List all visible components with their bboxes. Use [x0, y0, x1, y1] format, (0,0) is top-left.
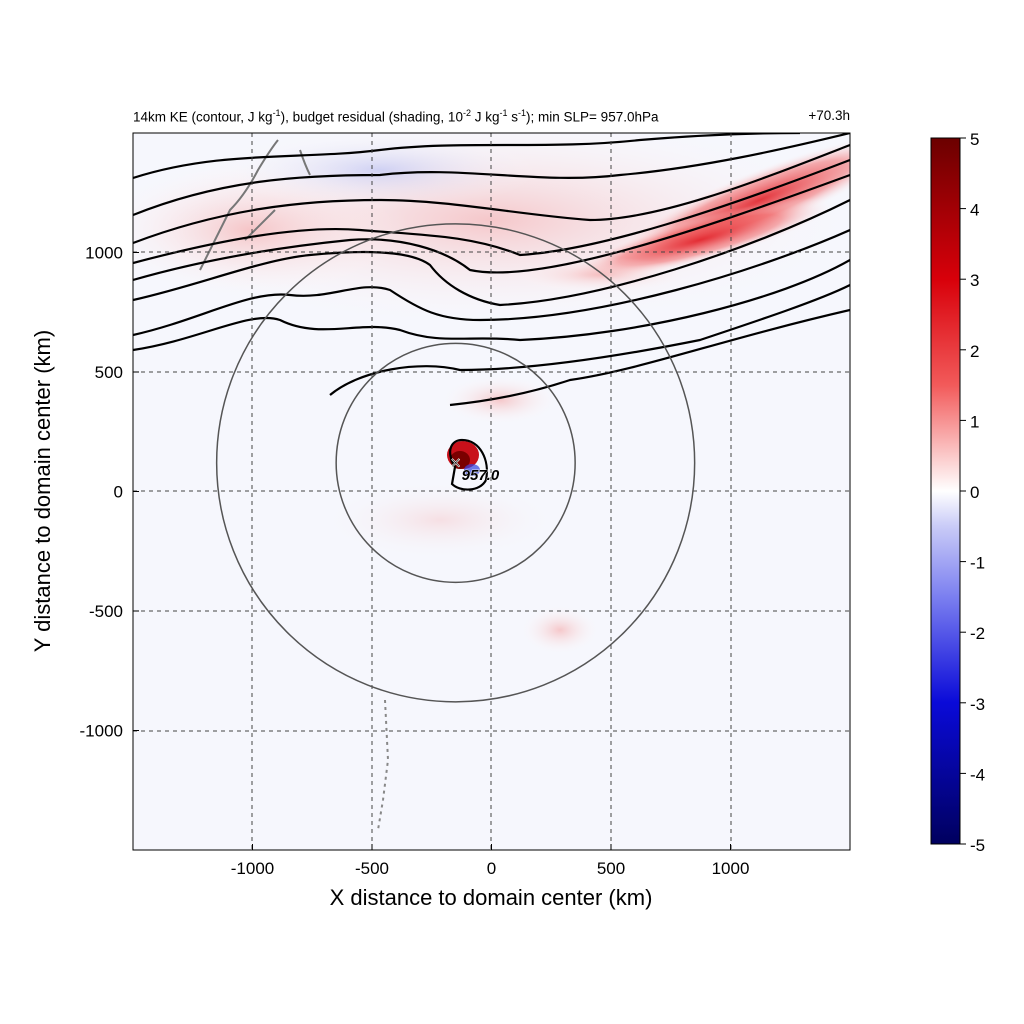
min-slp-label: 957.0 — [462, 467, 500, 484]
range-circle — [335, 342, 576, 584]
chart-title: 14km KE (contour, J kg-1), budget residu… — [133, 108, 659, 125]
range-circles — [215, 223, 696, 703]
x-axis-label: X distance to domain center (km) — [330, 885, 653, 910]
colorbar — [930, 137, 961, 845]
forecast-hour-label: +70.3h — [808, 108, 850, 123]
x-tick-label: 1000 — [712, 859, 750, 878]
x-tick-label: 0 — [487, 859, 496, 878]
ke-contours — [133, 133, 850, 491]
y-axis: -1000 -500 0 500 1000 — [80, 244, 139, 741]
colorbar-tick-label: 3 — [970, 271, 979, 290]
colorbar-tick-label: 2 — [970, 342, 979, 361]
x-tick-label: -1000 — [231, 859, 274, 878]
y-tick-label: -1000 — [80, 722, 123, 741]
y-tick-label: 500 — [95, 363, 123, 382]
colorbar-ticks: 5 4 3 2 1 0 -1 -2 -3 -4 -5 — [960, 130, 985, 855]
colorbar-tick-label: 0 — [970, 483, 979, 502]
colorbar-tick-label: 5 — [970, 130, 979, 149]
colorbar-tick-label: -4 — [970, 765, 985, 784]
colorbar-tick-label: -3 — [970, 695, 985, 714]
y-tick-label: 0 — [114, 483, 123, 502]
x-tick-label: 500 — [597, 859, 625, 878]
x-tick-label: -500 — [355, 859, 389, 878]
y-tick-label: -500 — [89, 602, 123, 621]
y-tick-label: 1000 — [85, 244, 123, 263]
colorbar-tick-label: -5 — [970, 836, 985, 855]
x-axis: -1000 -500 0 500 1000 — [231, 844, 750, 878]
storm-center-marker: × — [450, 453, 461, 473]
residual-shading — [133, 133, 850, 850]
storm-center: ×957.0 — [450, 453, 500, 485]
colorbar-tick-label: 1 — [970, 412, 979, 431]
range-circle — [215, 223, 696, 703]
colorbar-tick-label: 4 — [970, 201, 979, 220]
colorbar-tick-label: -2 — [970, 624, 985, 643]
y-axis-label: Y distance to domain center (km) — [30, 330, 55, 652]
colorbar-tick-label: -1 — [970, 554, 985, 573]
